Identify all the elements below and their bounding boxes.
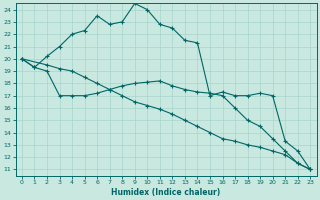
- X-axis label: Humidex (Indice chaleur): Humidex (Indice chaleur): [111, 188, 221, 197]
